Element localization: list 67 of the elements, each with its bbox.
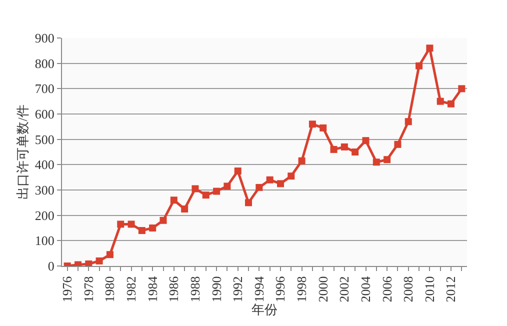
point [298, 157, 306, 164]
y-tick-label: 200 [34, 208, 54, 223]
point [372, 158, 380, 166]
point [149, 224, 156, 232]
x-tick-label: 2006 [379, 276, 394, 302]
point [416, 62, 423, 70]
point [266, 176, 274, 184]
point [426, 44, 434, 52]
point [181, 206, 188, 212]
x-tick-label: 2012 [443, 276, 458, 302]
point [245, 199, 252, 206]
point [256, 184, 263, 191]
point [96, 257, 103, 264]
x-tick-label: 1994 [251, 276, 266, 302]
point [362, 137, 370, 144]
x-tick-label: 1990 [208, 276, 224, 302]
point [224, 182, 231, 190]
x-tick-label: 1996 [272, 276, 288, 302]
point [384, 156, 391, 164]
x-tick-label: 2004 [358, 276, 373, 302]
x-tick-label: 1998 [294, 276, 310, 302]
point [458, 85, 466, 92]
y-tick-label: 500 [34, 132, 54, 147]
point [352, 148, 359, 156]
x-tick-label: 1992 [230, 276, 246, 302]
y-tick-label: 0 [48, 258, 54, 274]
y-tick-label: 300 [34, 182, 54, 198]
point [340, 143, 348, 150]
y-axis-title: 出口许可单数/件 [14, 104, 30, 200]
x-tick-label: 1982 [124, 276, 139, 302]
y-tick-label: 400 [34, 157, 54, 172]
y-tick-label: 700 [34, 81, 54, 96]
point [288, 172, 295, 180]
point [160, 216, 167, 224]
point [128, 220, 135, 228]
point [192, 185, 199, 192]
x-tick-label: 2010 [422, 276, 437, 302]
point [320, 124, 327, 132]
point [106, 251, 114, 258]
x-tick-label: 2000 [315, 276, 330, 302]
point [202, 192, 210, 199]
point [117, 220, 124, 228]
point [394, 140, 402, 148]
point [404, 118, 412, 126]
x-tick-label: 1978 [80, 276, 96, 302]
y-tick-label: 100 [34, 233, 54, 248]
point [308, 120, 316, 128]
point [138, 227, 146, 234]
point [330, 146, 338, 153]
x-tick-label: 2002 [336, 276, 352, 302]
x-tick-label: 1984 [144, 276, 160, 302]
point [448, 100, 455, 108]
point [85, 260, 92, 266]
x-tick-label: 1980 [102, 276, 118, 302]
y-tick-label: 900 [34, 30, 54, 46]
x-tick-label: 1986 [166, 276, 182, 302]
point [234, 168, 242, 174]
point [276, 180, 284, 188]
x-tick-label: 1988 [187, 276, 202, 302]
point [436, 98, 444, 105]
point [170, 196, 178, 204]
y-tick-label: 800 [34, 56, 54, 71]
x-tick-label: 1976 [60, 276, 75, 302]
y-tick-label: 600 [34, 106, 54, 122]
x-axis-title: 年份 [252, 302, 278, 318]
point [213, 188, 220, 195]
x-tick-label: 2008 [400, 276, 416, 302]
